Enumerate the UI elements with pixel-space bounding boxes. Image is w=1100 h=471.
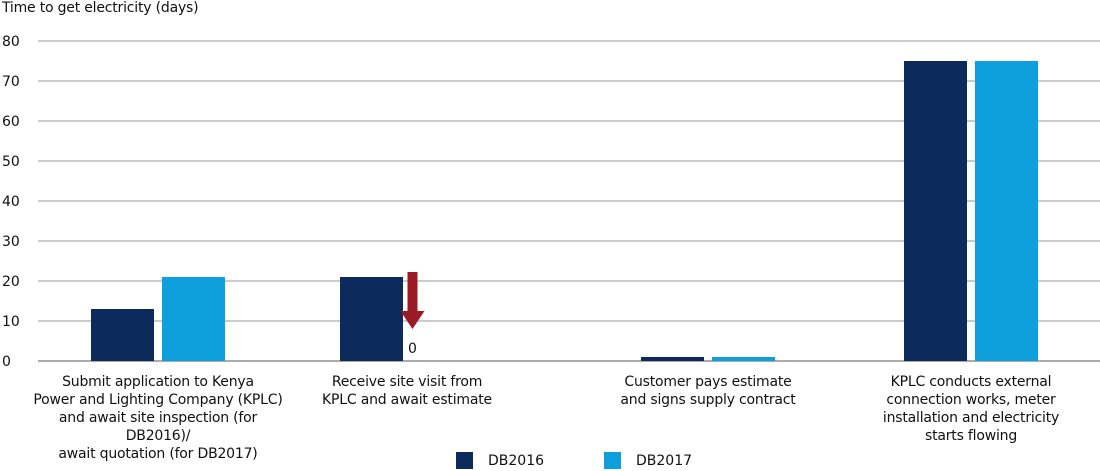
y-tick-80: 80 bbox=[2, 34, 20, 50]
bar-db2016-cat1 bbox=[91, 309, 154, 361]
bar-db2017-cat1 bbox=[162, 277, 225, 361]
legend-label-db2017: DB2017 bbox=[636, 452, 693, 469]
bar-db2016-cat2 bbox=[340, 277, 403, 361]
y-axis-title: Time to get electricity (days) bbox=[2, 0, 199, 16]
bar-chart: 0 10 20 30 40 50 60 70 80 0 bbox=[2, 34, 1100, 370]
x-category-label-2: Receive site visit from KPLC and await es… bbox=[277, 373, 537, 409]
x-category-label-line: Receive site visit from bbox=[331, 374, 483, 390]
x-category-label-line: connection works, meter bbox=[886, 392, 1056, 408]
y-tick-0: 0 bbox=[2, 354, 11, 370]
legend-item-db2016: DB2016 bbox=[456, 452, 544, 469]
x-category-label-1: Submit application to Kenya Power and Lig… bbox=[28, 373, 288, 463]
decrease-arrow-shaft bbox=[407, 272, 418, 312]
bar-db2016-cat4 bbox=[904, 61, 967, 361]
legend: DB2016 DB2017 bbox=[0, 452, 1100, 471]
y-tick-40: 40 bbox=[2, 194, 20, 210]
legend-label-db2016: DB2016 bbox=[488, 452, 545, 469]
x-category-label-3: Customer pays estimate and signs supply c… bbox=[578, 373, 838, 409]
x-category-label-line: and await site inspection (for DB2016)/ bbox=[58, 410, 258, 444]
bar-db2017-cat4 bbox=[975, 61, 1038, 361]
x-category-label-line: starts flowing bbox=[924, 428, 1018, 444]
x-category-label-line: KPLC and await estimate bbox=[322, 392, 492, 408]
legend-item-db2017: DB2017 bbox=[604, 452, 692, 469]
y-tick-10: 10 bbox=[2, 314, 20, 330]
x-category-label-line: installation and electricity bbox=[882, 410, 1060, 426]
y-tick-30: 30 bbox=[2, 234, 20, 250]
legend-swatch-db2017 bbox=[604, 452, 621, 469]
x-category-label-line: and signs supply contract bbox=[620, 392, 796, 408]
y-tick-60: 60 bbox=[2, 114, 20, 130]
legend-swatch-db2016 bbox=[456, 452, 473, 469]
x-category-label-line: Power and Lighting Company (KPLC) bbox=[33, 392, 283, 408]
y-tick-70: 70 bbox=[2, 74, 20, 90]
arrow-value-label: 0 bbox=[408, 341, 417, 357]
y-tick-20: 20 bbox=[2, 274, 20, 290]
x-category-label-line: Submit application to Kenya bbox=[62, 374, 254, 390]
y-tick-50: 50 bbox=[2, 154, 20, 170]
x-category-label-line: KPLC conducts external bbox=[890, 374, 1052, 390]
bar-db2016-cat3 bbox=[641, 357, 704, 361]
decrease-arrow-head bbox=[400, 311, 425, 329]
x-category-label-line: await quotation (for DB2017) bbox=[58, 446, 258, 462]
x-category-label-4: KPLC conducts external connection works, … bbox=[841, 373, 1100, 445]
x-category-label-line: Customer pays estimate bbox=[624, 374, 792, 390]
bar-db2017-cat3 bbox=[712, 357, 775, 361]
